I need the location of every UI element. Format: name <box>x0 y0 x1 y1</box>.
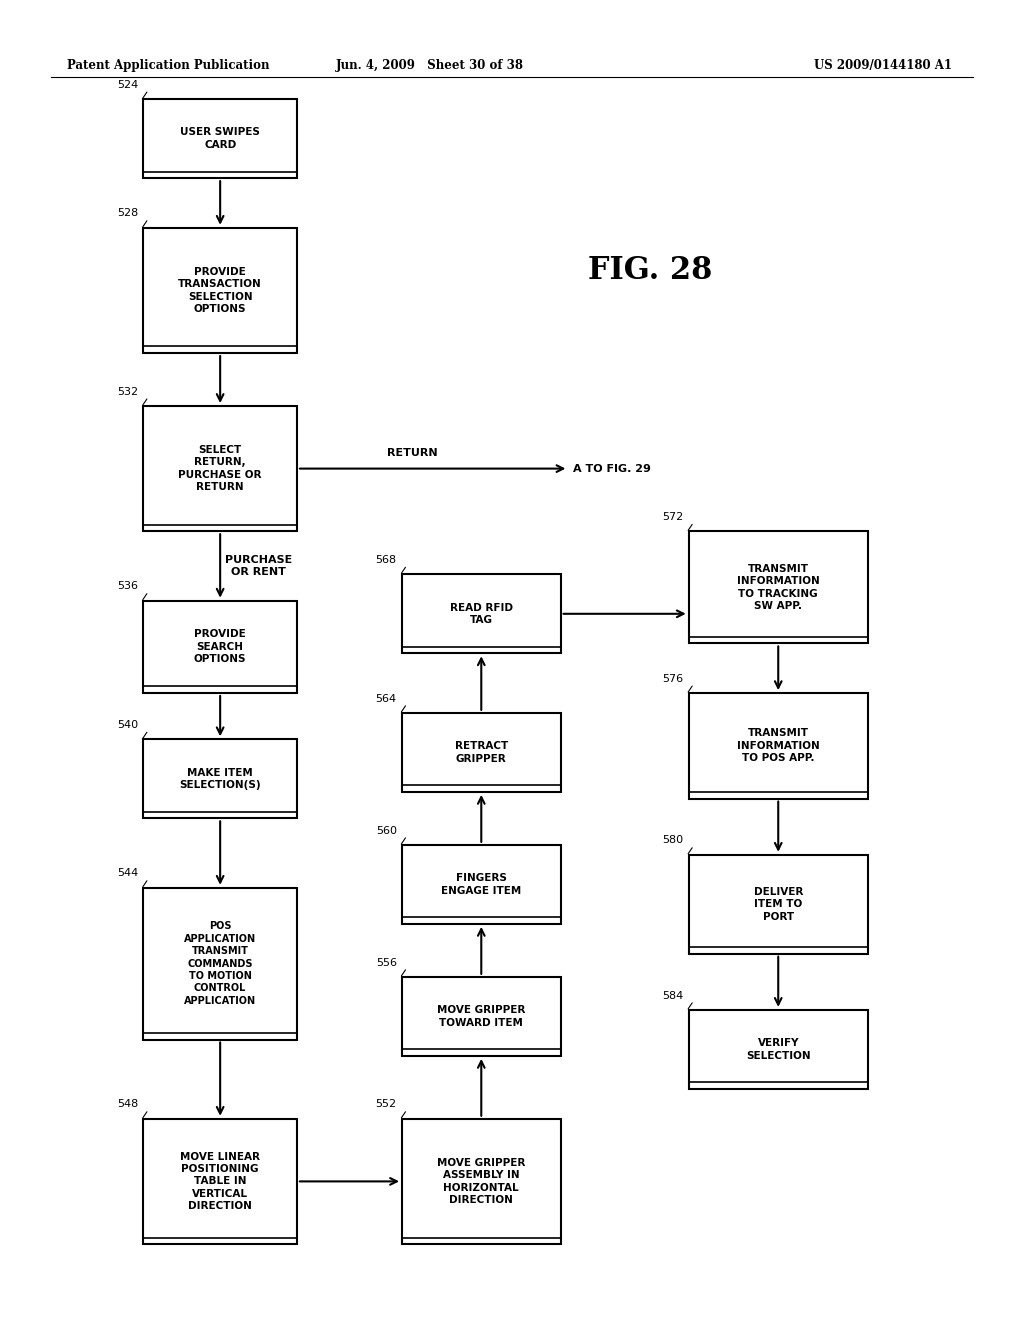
Bar <box>401 713 561 792</box>
Bar <box>143 407 297 531</box>
Text: MOVE GRIPPER
ASSEMBLY IN
HORIZONTAL
DIRECTION: MOVE GRIPPER ASSEMBLY IN HORIZONTAL DIRE… <box>437 1158 525 1205</box>
Text: RETURN: RETURN <box>387 447 437 458</box>
Bar <box>143 887 297 1040</box>
Text: 532: 532 <box>117 387 138 396</box>
Text: READ RFID
TAG: READ RFID TAG <box>450 603 513 624</box>
Text: MOVE LINEAR
POSITIONING
TABLE IN
VERTICAL
DIRECTION: MOVE LINEAR POSITIONING TABLE IN VERTICA… <box>180 1151 260 1212</box>
Bar <box>401 574 561 653</box>
Text: POS
APPLICATION
TRANSMIT
COMMANDS
TO MOTION
CONTROL
APPLICATION: POS APPLICATION TRANSMIT COMMANDS TO MOT… <box>184 921 256 1006</box>
Text: 580: 580 <box>663 836 684 846</box>
Text: 548: 548 <box>117 1100 138 1109</box>
Bar <box>401 1119 561 1243</box>
Text: TRANSMIT
INFORMATION
TO TRACKING
SW APP.: TRANSMIT INFORMATION TO TRACKING SW APP. <box>737 564 819 611</box>
Text: 564: 564 <box>376 693 396 704</box>
Text: 528: 528 <box>117 209 138 218</box>
Bar <box>143 1119 297 1243</box>
Text: MOVE GRIPPER
TOWARD ITEM: MOVE GRIPPER TOWARD ITEM <box>437 1006 525 1027</box>
Text: 536: 536 <box>117 581 138 591</box>
Text: 524: 524 <box>117 79 138 90</box>
Text: 576: 576 <box>663 673 684 684</box>
Text: RETRACT
GRIPPER: RETRACT GRIPPER <box>455 742 508 763</box>
Bar <box>688 531 867 643</box>
Text: MAKE ITEM
SELECTION(S): MAKE ITEM SELECTION(S) <box>179 768 261 789</box>
Text: US 2009/0144180 A1: US 2009/0144180 A1 <box>814 59 952 73</box>
Text: SELECT
RETURN,
PURCHASE OR
RETURN: SELECT RETURN, PURCHASE OR RETURN <box>178 445 262 492</box>
Bar <box>688 855 867 953</box>
Text: VERIFY
SELECTION: VERIFY SELECTION <box>745 1039 811 1060</box>
Text: 572: 572 <box>663 512 684 521</box>
Text: 544: 544 <box>117 869 138 879</box>
Text: 560: 560 <box>376 825 396 836</box>
Bar <box>143 227 297 352</box>
Text: 552: 552 <box>376 1100 396 1109</box>
Text: DELIVER
ITEM TO
PORT: DELIVER ITEM TO PORT <box>754 887 803 921</box>
Text: USER SWIPES
CARD: USER SWIPES CARD <box>180 128 260 149</box>
Text: 540: 540 <box>117 719 138 730</box>
Bar <box>143 739 297 818</box>
Bar <box>143 99 297 178</box>
Bar <box>401 845 561 924</box>
Text: Jun. 4, 2009   Sheet 30 of 38: Jun. 4, 2009 Sheet 30 of 38 <box>336 59 524 73</box>
Text: Patent Application Publication: Patent Application Publication <box>67 59 269 73</box>
Text: 568: 568 <box>376 554 396 565</box>
Text: 584: 584 <box>663 990 684 1001</box>
Bar <box>401 977 561 1056</box>
Bar <box>143 601 297 693</box>
Text: FINGERS
ENGAGE ITEM: FINGERS ENGAGE ITEM <box>441 874 521 895</box>
Text: 556: 556 <box>376 957 396 968</box>
Text: PROVIDE
TRANSACTION
SELECTION
OPTIONS: PROVIDE TRANSACTION SELECTION OPTIONS <box>178 267 262 314</box>
Text: TRANSMIT
INFORMATION
TO POS APP.: TRANSMIT INFORMATION TO POS APP. <box>737 729 819 763</box>
Text: PROVIDE
SEARCH
OPTIONS: PROVIDE SEARCH OPTIONS <box>194 630 247 664</box>
Text: FIG. 28: FIG. 28 <box>588 255 713 286</box>
Text: A TO FIG. 29: A TO FIG. 29 <box>573 463 651 474</box>
Text: PURCHASE
OR RENT: PURCHASE OR RENT <box>225 556 293 577</box>
Bar <box>688 1010 867 1089</box>
Bar <box>688 693 867 799</box>
